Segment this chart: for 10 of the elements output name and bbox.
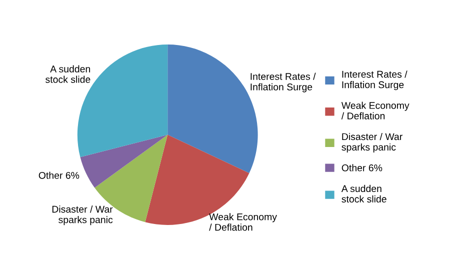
legend-label: A sudden stock slide	[341, 184, 386, 203]
legend-label: Interest Rates / Inflation Surge	[342, 70, 408, 90]
slice-label: Disaster / War sparks panic	[52, 206, 113, 226]
legend-label: Disaster / War sparks panic	[342, 132, 402, 153]
slice-label: Interest Rates / Inflation Surge	[250, 72, 316, 92]
legend-label: Weak Economy / Deflation	[341, 102, 410, 120]
slice-label: Weak Economy / Deflation	[209, 213, 277, 231]
legend-label: Other 6%	[342, 164, 382, 172]
slice-label: Other 6%	[38, 172, 80, 179]
slice-label: A sudden stock slide	[46, 65, 90, 83]
